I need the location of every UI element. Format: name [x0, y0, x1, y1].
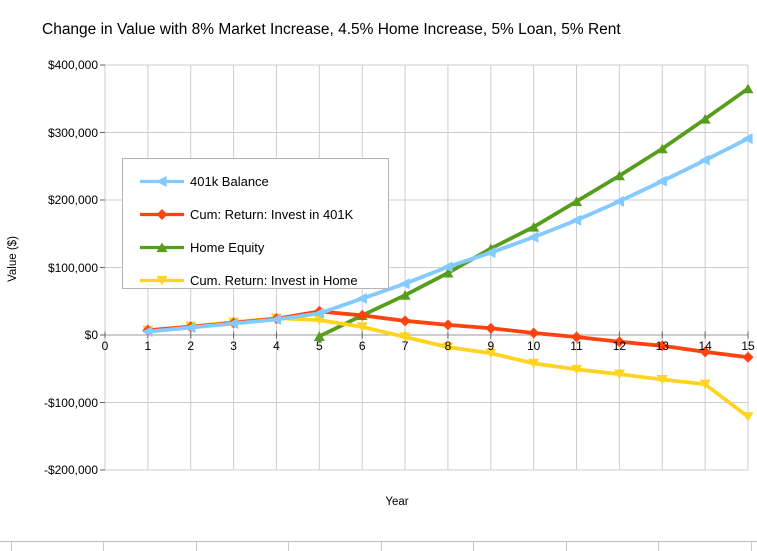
sheet-column-gridline [565, 542, 567, 551]
legend-label: Cum: Return: Invest in 401K [190, 207, 354, 222]
sheet-column-gridline [750, 542, 752, 551]
x-tick-label: 4 [273, 339, 280, 353]
series-marker-cum-return-invest-in-401k [699, 346, 711, 358]
legend-item-cum-return-invest-in-401k: Cum: Return: Invest in 401K [123, 198, 388, 231]
series-marker-cum-return-invest-in-401k [656, 340, 668, 352]
x-axis-title: Year [385, 496, 409, 508]
series-marker-401k-balance [399, 278, 410, 290]
y-tick-label: $0 [84, 328, 98, 342]
series-marker-cum-return-invest-in-home [528, 358, 540, 369]
x-tick-label: 9 [487, 339, 495, 353]
series-marker-cum-return-invest-in-home [313, 315, 325, 326]
series-marker-cum-return-invest-in-home [656, 374, 668, 385]
x-tick-label: 13 [655, 339, 669, 353]
legend-marker-diamond-icon [140, 209, 184, 220]
series-marker-cum-return-invest-in-401k [613, 336, 625, 348]
series-marker-401k-balance [313, 307, 324, 319]
series-marker-home-equity [442, 267, 454, 278]
series-marker-cum-return-invest-in-401k [742, 351, 754, 363]
series-marker-401k-balance [356, 293, 367, 305]
x-tick-label: 2 [187, 339, 195, 353]
series-marker-cum-return-invest-in-home [485, 348, 497, 359]
legend-marker-triangle-up-icon [140, 242, 184, 253]
series-marker-cum-return-invest-in-home [356, 322, 368, 332]
series-marker-home-equity [313, 331, 325, 341]
y-tick-label: -$200,000 [43, 463, 98, 477]
legend: 401k Balance Cum: Return: Invest in 401K H… [122, 158, 389, 289]
series-marker-401k-balance [441, 261, 453, 273]
series-marker-401k-balance [613, 195, 624, 207]
x-tick-label: 3 [230, 339, 237, 353]
series-marker-home-equity [699, 114, 711, 124]
sheet-column-gridline [288, 542, 289, 551]
y-tick-label: -$100,000 [43, 395, 98, 410]
series-marker-home-equity [742, 83, 754, 94]
sheet-grid-edge [0, 541, 757, 542]
series-marker-home-equity [571, 196, 583, 206]
sheet-column-gridline [473, 542, 474, 551]
series-marker-401k-balance [484, 247, 496, 259]
y-axis-title: Value ($) [7, 236, 19, 282]
legend-label: Home Equity [190, 240, 265, 255]
series-marker-401k-balance [270, 313, 282, 325]
x-tick-label: 6 [358, 339, 366, 353]
series-marker-cum-return-invest-in-home [613, 369, 625, 380]
legend-marker-triangle-left-icon [140, 176, 184, 187]
series-marker-home-equity [399, 290, 411, 300]
sheet-column-gridline [195, 542, 197, 551]
series-marker-home-equity [656, 143, 668, 154]
x-tick-label: 12 [612, 339, 627, 353]
series-marker-cum-return-invest-in-home [699, 379, 711, 390]
series-marker-home-equity [613, 170, 625, 181]
y-tick-label: $400,000 [47, 58, 98, 72]
series-marker-cum-return-invest-in-home [742, 412, 754, 422]
y-tick-label: $300,000 [47, 125, 98, 140]
x-tick-label: 0 [101, 339, 109, 353]
series-marker-401k-balance [184, 322, 196, 334]
y-tick-label: $200,000 [47, 193, 98, 207]
series-marker-cum-return-invest-in-home [399, 332, 411, 343]
sheet-column-gridline [658, 542, 659, 551]
series-marker-401k-balance [742, 133, 753, 145]
legend-item-home-equity: Home Equity [123, 231, 388, 264]
series-marker-cum-return-invest-in-home [442, 342, 454, 353]
legend-label: 401k Balance [190, 174, 269, 189]
series-marker-cum-return-invest-in-home [571, 364, 583, 375]
x-tick-label: 5 [315, 339, 323, 353]
series-marker-cum-return-invest-in-401k [571, 331, 583, 343]
series-marker-401k-balance [527, 231, 539, 243]
series-marker-401k-balance [699, 154, 710, 166]
series-marker-401k-balance [656, 175, 667, 187]
sheet-column-gridline [380, 542, 382, 551]
x-tick-label: 14 [698, 339, 712, 353]
series-marker-401k-balance [570, 214, 582, 226]
series-marker-cum-return-invest-in-401k [528, 327, 540, 339]
x-tick-label: 8 [444, 339, 452, 353]
series-marker-cum-return-invest-in-401k [485, 322, 497, 334]
series-marker-401k-balance [141, 326, 153, 338]
x-tick-label: 11 [570, 339, 583, 353]
series-marker-home-equity [528, 222, 540, 232]
legend-item-401k-balance: 401k Balance [123, 165, 388, 198]
legend-label: Cum. Return: Invest in Home [190, 273, 358, 288]
sheet-column-gridline [103, 542, 104, 551]
series-marker-cum-return-invest-in-401k [356, 309, 368, 321]
series-marker-401k-balance [227, 318, 239, 330]
series-marker-cum-return-invest-in-401k [399, 315, 411, 327]
x-tick-label: 15 [741, 339, 755, 353]
sheet-column-gridline [10, 542, 12, 551]
x-tick-label: 7 [401, 339, 409, 353]
y-tick-label: $100,000 [47, 260, 98, 275]
series-marker-cum-return-invest-in-401k [442, 319, 454, 331]
x-tick-label: 10 [526, 339, 541, 353]
legend-marker-triangle-down-icon [140, 275, 184, 286]
chart-title: Change in Value with 8% Market Increase,… [42, 21, 621, 38]
x-tick-label: 1 [144, 339, 152, 353]
legend-item-cum-return-invest-in-home: Cum. Return: Invest in Home [123, 264, 388, 297]
